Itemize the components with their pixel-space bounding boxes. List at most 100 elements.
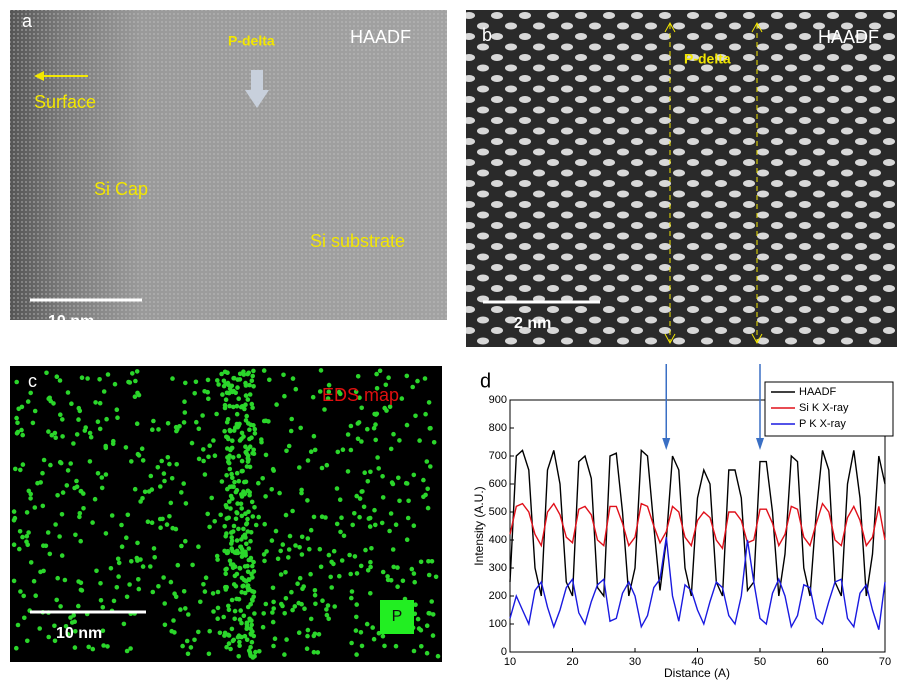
eds-dot bbox=[25, 639, 30, 644]
eds-dot bbox=[225, 487, 230, 492]
eds-dot bbox=[318, 547, 323, 552]
eds-dot bbox=[240, 469, 245, 474]
eds-dot bbox=[186, 612, 191, 617]
eds-dot bbox=[152, 546, 157, 551]
eds-dot bbox=[158, 525, 163, 530]
eds-dot bbox=[332, 604, 337, 609]
eds-dot bbox=[406, 516, 411, 521]
eds-dot bbox=[68, 461, 73, 466]
eds-dot bbox=[302, 606, 307, 611]
eds-dot bbox=[293, 543, 298, 548]
eds-dot bbox=[239, 621, 244, 626]
eds-dot bbox=[133, 394, 138, 399]
eds-dot bbox=[391, 565, 396, 570]
eds-dot bbox=[354, 628, 359, 633]
eds-dot bbox=[394, 644, 399, 649]
eds-dot bbox=[355, 571, 360, 576]
eds-dot bbox=[58, 604, 63, 609]
eds-dot bbox=[243, 511, 248, 516]
eds-dot bbox=[425, 651, 430, 656]
eds-dot bbox=[281, 542, 286, 547]
eds-dot bbox=[235, 385, 240, 390]
eds-dot bbox=[229, 530, 234, 535]
eds-dot bbox=[172, 591, 177, 596]
eds-dot bbox=[284, 513, 289, 518]
eds-dot bbox=[224, 473, 229, 478]
eds-dot bbox=[124, 535, 129, 540]
eds-dot bbox=[124, 445, 129, 450]
eds-dot bbox=[189, 645, 194, 650]
eds-dot bbox=[426, 506, 431, 511]
eds-dot bbox=[130, 371, 135, 376]
eds-dot bbox=[20, 535, 25, 540]
eds-dot bbox=[347, 553, 352, 558]
eds-dot bbox=[381, 634, 386, 639]
eds-dot bbox=[252, 569, 257, 574]
eds-dot bbox=[238, 608, 243, 613]
eds-dot bbox=[205, 390, 210, 395]
eds-dot bbox=[240, 459, 245, 464]
eds-dot bbox=[218, 513, 223, 518]
eds-dot bbox=[316, 650, 321, 655]
eds-dot bbox=[203, 589, 208, 594]
eds-dot bbox=[226, 460, 231, 465]
eds-dot bbox=[219, 372, 224, 377]
eds-dot bbox=[231, 455, 236, 460]
eds-dot bbox=[363, 548, 368, 553]
eds-dot bbox=[307, 547, 312, 552]
x-tick-label: 30 bbox=[629, 656, 641, 668]
eds-dot bbox=[359, 439, 364, 444]
eds-dot bbox=[256, 515, 261, 520]
eds-dot bbox=[228, 428, 233, 433]
eds-dot bbox=[232, 617, 237, 622]
eds-dot bbox=[141, 564, 146, 569]
eds-dot bbox=[239, 502, 244, 507]
eds-dot bbox=[207, 525, 212, 530]
eds-dot bbox=[16, 623, 21, 628]
eds-dot bbox=[251, 448, 256, 453]
eds-dot bbox=[233, 574, 238, 579]
eds-dot bbox=[247, 493, 252, 498]
eds-dot bbox=[388, 405, 393, 410]
eds-dot bbox=[53, 522, 58, 527]
eds-dot bbox=[279, 602, 284, 607]
eds-dot bbox=[434, 575, 439, 580]
eds-dot bbox=[406, 499, 411, 504]
scale-label: 10 nm bbox=[48, 313, 94, 330]
eds-dot bbox=[297, 545, 302, 550]
eds-dot bbox=[74, 479, 79, 484]
eds-dot bbox=[241, 584, 246, 589]
eds-dot bbox=[205, 512, 210, 517]
eds-dot bbox=[170, 476, 175, 481]
y-tick-label: 300 bbox=[489, 562, 507, 574]
eds-dot bbox=[76, 579, 81, 584]
eds-dot bbox=[313, 593, 318, 598]
eds-dot bbox=[69, 401, 74, 406]
eds-dot bbox=[50, 433, 55, 438]
eds-dot bbox=[192, 391, 197, 396]
eds-dot bbox=[150, 520, 155, 525]
y-tick-label: 800 bbox=[489, 422, 507, 434]
eds-dot bbox=[119, 523, 124, 528]
eds-dot bbox=[327, 553, 332, 558]
eds-dot bbox=[31, 421, 36, 426]
eds-dot bbox=[38, 480, 43, 485]
eds-dot bbox=[235, 412, 240, 417]
eds-dot bbox=[276, 557, 281, 562]
eds-dot bbox=[432, 440, 437, 445]
eds-dot bbox=[354, 652, 359, 657]
eds-dot bbox=[250, 500, 255, 505]
eds-dot bbox=[293, 604, 298, 609]
eds-dot bbox=[306, 458, 311, 463]
eds-dot bbox=[281, 373, 286, 378]
eds-dot bbox=[72, 619, 77, 624]
eds-dot bbox=[325, 463, 330, 468]
eds-dot bbox=[368, 560, 373, 565]
eds-dot bbox=[55, 493, 60, 498]
eds-dot bbox=[375, 455, 380, 460]
eds-dot bbox=[270, 610, 275, 615]
eds-dot bbox=[81, 506, 86, 511]
eds-dot bbox=[231, 405, 236, 410]
eds-dot bbox=[224, 531, 229, 536]
eds-dot bbox=[237, 597, 242, 602]
